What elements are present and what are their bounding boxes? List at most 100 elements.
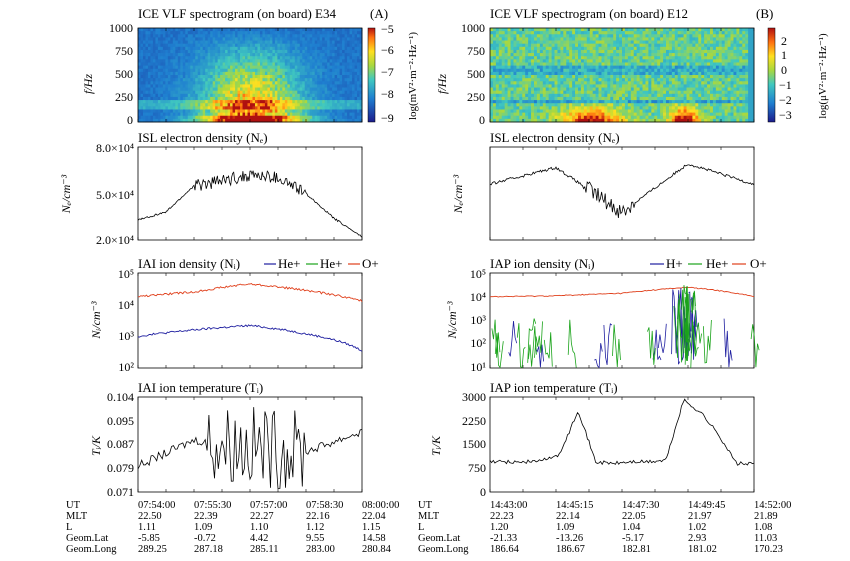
spec-cell bbox=[586, 96, 591, 101]
spec-cell bbox=[525, 118, 529, 123]
spec-cell bbox=[648, 84, 652, 88]
spec-cell bbox=[352, 87, 355, 92]
spec-cell bbox=[598, 49, 602, 54]
spec-cell bbox=[539, 90, 544, 95]
spec-cell bbox=[539, 100, 544, 104]
spec-cell bbox=[312, 56, 316, 60]
spec-cell bbox=[342, 109, 345, 113]
spec-cell bbox=[563, 31, 567, 35]
spec-cell bbox=[492, 65, 497, 70]
spec-cell bbox=[542, 93, 547, 98]
spec-cell bbox=[235, 53, 238, 57]
spec-cell bbox=[327, 40, 331, 45]
spec-cell bbox=[660, 40, 664, 45]
spec-cell bbox=[545, 53, 550, 57]
spec-cell bbox=[195, 75, 199, 79]
spec-cell bbox=[680, 46, 684, 51]
spec-cell bbox=[200, 84, 204, 88]
spec-cell bbox=[314, 118, 318, 123]
spec-cell bbox=[707, 34, 711, 38]
spec-cell bbox=[674, 75, 679, 79]
spec-cell bbox=[264, 43, 268, 48]
spec-cell bbox=[299, 40, 303, 45]
spec-cell bbox=[604, 49, 608, 54]
spec-cell bbox=[272, 115, 276, 120]
spec-cell bbox=[202, 34, 206, 38]
spec-cell bbox=[542, 75, 547, 79]
spec-cell bbox=[240, 93, 243, 98]
spec-cell bbox=[160, 96, 164, 101]
spec-cell bbox=[337, 49, 340, 54]
spec-cell bbox=[319, 112, 323, 117]
spec-cell bbox=[272, 106, 276, 110]
spec-cell bbox=[507, 56, 511, 60]
spec-cell bbox=[252, 65, 256, 70]
spec-cell bbox=[657, 28, 661, 32]
spec-cell bbox=[235, 28, 238, 32]
spec-cell bbox=[257, 65, 261, 70]
spec-cell bbox=[322, 78, 326, 82]
spec-cell bbox=[242, 53, 246, 57]
spec-cell bbox=[359, 37, 363, 41]
spec-cell bbox=[592, 81, 596, 85]
spec-cell bbox=[347, 65, 350, 70]
spec-cell bbox=[240, 62, 243, 66]
spec-cell bbox=[284, 115, 288, 120]
spec-cell bbox=[519, 87, 523, 92]
spec-cell bbox=[630, 100, 635, 104]
spec-cell bbox=[616, 56, 620, 60]
spec-cell bbox=[232, 40, 236, 45]
ni-a-ytick: 10³ bbox=[118, 329, 134, 343]
spec-cell bbox=[155, 81, 159, 85]
spec-cell bbox=[259, 49, 263, 54]
spec-cell bbox=[259, 93, 263, 98]
spec-cell bbox=[264, 71, 268, 76]
spec-cell bbox=[138, 71, 141, 76]
spec-cell bbox=[671, 56, 676, 60]
spec-cell bbox=[613, 71, 617, 76]
spec-cell bbox=[230, 34, 233, 38]
spec-cell bbox=[152, 81, 156, 85]
spec-cell bbox=[601, 93, 605, 98]
spec-cell bbox=[569, 56, 573, 60]
spec-cell bbox=[654, 96, 658, 101]
spec-cell bbox=[683, 43, 687, 48]
spec-cell bbox=[232, 49, 236, 54]
spec-cell bbox=[666, 90, 670, 95]
spec-cell bbox=[578, 62, 582, 66]
spec-cell bbox=[636, 78, 640, 82]
spec-cell bbox=[613, 115, 617, 120]
spec-cell bbox=[269, 59, 273, 63]
spec-cell bbox=[671, 62, 676, 66]
spec-cell bbox=[247, 28, 251, 32]
spec-cell bbox=[578, 90, 582, 95]
spec-cell bbox=[545, 46, 550, 51]
spec-cell bbox=[272, 103, 276, 107]
spec-cell bbox=[344, 109, 348, 113]
spec-cell bbox=[536, 75, 541, 79]
spec-cell bbox=[175, 87, 179, 92]
spec-cell bbox=[554, 75, 558, 79]
spec-cell bbox=[630, 84, 635, 88]
spec-cell bbox=[302, 34, 306, 38]
spec-cell bbox=[645, 46, 649, 51]
spec-cell bbox=[322, 53, 326, 57]
spec-cell bbox=[230, 87, 233, 92]
spec-cell bbox=[566, 112, 570, 117]
spec-cell bbox=[531, 53, 535, 57]
spec-cell bbox=[686, 106, 690, 110]
spec-cell bbox=[177, 46, 181, 51]
spec-cell bbox=[498, 53, 503, 57]
spec-cell bbox=[536, 78, 541, 82]
spec-cell bbox=[645, 31, 649, 35]
spec-cell bbox=[666, 49, 670, 54]
spec-cell bbox=[352, 109, 355, 113]
spec-cell bbox=[554, 59, 558, 63]
spec-cell bbox=[624, 40, 629, 45]
spec-cell bbox=[498, 115, 503, 120]
spec-cell bbox=[282, 49, 286, 54]
spec-cell bbox=[616, 31, 620, 35]
spec-cell bbox=[147, 87, 151, 92]
spec-cell bbox=[534, 53, 538, 57]
spec-cell bbox=[548, 71, 552, 76]
